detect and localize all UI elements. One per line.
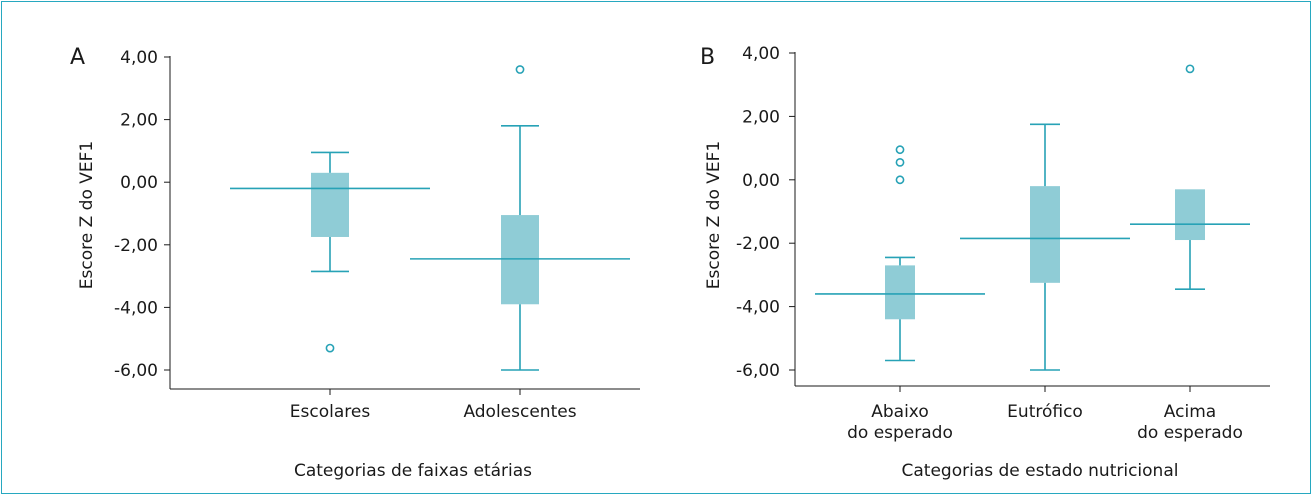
panel-b-outlier-point: [1185, 64, 1195, 74]
panel-a-category-label: Escolares: [290, 402, 371, 422]
panel-a-ytick-label: -2,00: [114, 236, 158, 256]
panel-b-box: [1030, 186, 1060, 283]
panel-b-category-label: do esperado: [1137, 423, 1243, 443]
panel-a-ytick-label: 2,00: [120, 111, 158, 131]
panel-b-box: [1175, 189, 1205, 241]
panel-b-category-label: Eutrófico: [1007, 402, 1083, 422]
panel-a-outlier-point: [515, 65, 525, 74]
panel-b-category-label: do esperado: [847, 423, 953, 443]
panel-b-x-axis-label: Categorias de estado nutricional: [902, 461, 1179, 481]
panel-b-ytick-label: -6,00: [736, 361, 780, 381]
panel-b-ytick-label: 4,00: [742, 44, 780, 64]
panel-a-outlier-point: [325, 343, 335, 353]
panel-a-ytick-label: -4,00: [114, 298, 158, 318]
panel-b-y-axis-label: Escore Z do VEF1: [704, 141, 724, 289]
panel-b-outlier-point: [895, 145, 905, 155]
panel-b-box: [885, 265, 915, 320]
panel-a-ytick-label: 0,00: [120, 173, 158, 193]
panel-a-ytick-label: -6,00: [114, 361, 158, 381]
panel-b-category-label: Abaixo: [871, 402, 929, 422]
panel-a-category-label: Adolescentes: [463, 402, 576, 422]
panel-b-ytick-label: -2,00: [736, 234, 780, 254]
panel-b-ytick-label: 0,00: [742, 171, 780, 191]
panel-a-label: A: [70, 45, 85, 70]
panel-b-ytick-label: 2,00: [742, 107, 780, 127]
panel-a-ytick-label: 4,00: [120, 48, 158, 68]
panel-a-box: [311, 172, 349, 237]
panel-a-x-axis-label: Categorias de faixas etárias: [294, 461, 532, 481]
panel-b-outlier-point: [895, 157, 905, 167]
panel-b-ytick-label: -4,00: [736, 298, 780, 318]
panel-b-outlier-point: [895, 175, 905, 185]
panel-b-label: B: [700, 45, 715, 70]
panel-b-category-label: Acima: [1164, 402, 1216, 422]
panel-a-y-axis-label: Escore Z do VEF1: [77, 141, 97, 289]
